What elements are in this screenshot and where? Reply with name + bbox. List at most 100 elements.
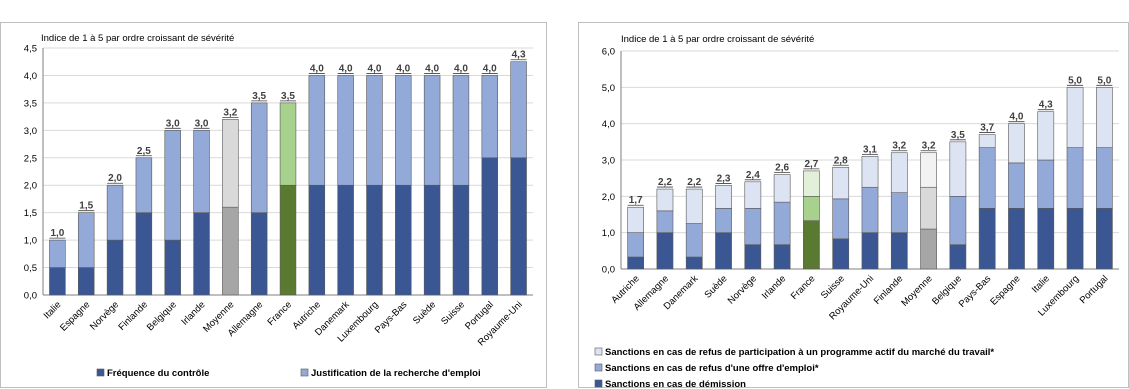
bar-segment [1037,159,1055,209]
bar-segment [773,174,791,203]
bar-segment [423,75,441,186]
y-tick-label: 6,0 [602,47,615,58]
chart-panel-right: Indice de 1 à 5 par ordre croissant de s… [578,22,1129,389]
y-tick-label: 4,0 [602,119,615,130]
bar-segment [773,201,791,245]
y-tick-label: 1,0 [602,228,615,239]
data-label: 2,2 [658,177,672,188]
data-label: 4,3 [512,50,526,61]
y-tick-label: 0,0 [24,291,37,302]
bar-segment [744,181,762,209]
bar-segment [627,206,645,233]
bar-segment [685,188,703,224]
bar-segment [949,196,967,245]
bar-segment [890,232,908,270]
bar-segment [949,244,967,270]
bar-segment [1095,208,1113,270]
legend-label: Sanctions en cas de refus de participati… [605,347,994,358]
chart-subtitle: Indice de 1 à 5 par ordre croissant de s… [621,34,814,45]
legend-label: Sanctions en cas de démission [605,379,746,389]
y-tick-label: 4,0 [24,71,37,82]
bar-segment [395,184,412,296]
y-tick-label: 2,0 [24,181,37,192]
chart-panel-left: Indice de 1 à 5 par ordre croissant de s… [0,22,547,388]
bar-segment [803,170,820,197]
y-tick-label: 2,5 [24,153,37,164]
bar-segment [627,232,645,258]
bar-segment [135,157,153,213]
legend-label: Sanctions en cas de refus d'une offre d'… [605,363,819,374]
data-label: 2,5 [137,146,151,157]
bar-segment [744,244,762,270]
bar-segment [78,267,95,296]
x-tick-label: Pays-Bas [957,273,994,310]
x-tick-label: Portugal [1078,273,1111,306]
x-tick-label: Finlande [116,299,150,333]
bar-segment [656,210,674,233]
bar-segment [308,75,326,186]
data-label: 4,0 [483,63,497,74]
bar-segment [1066,147,1084,209]
data-label: 1,5 [79,201,93,212]
data-label: 4,0 [368,63,382,74]
data-label: 2,2 [687,177,701,188]
data-label: 3,5 [951,130,965,141]
bar-segment [452,75,470,186]
data-label: 4,0 [1010,112,1024,123]
data-label: 2,3 [717,173,731,184]
x-tick-label: Norvège [88,299,121,332]
y-tick-label: 0,0 [602,265,615,276]
y-tick-label: 3,0 [24,126,37,137]
bar-segment [773,244,791,270]
bar-segment [715,208,732,233]
data-label: 4,0 [310,63,324,74]
bar-segment [978,147,996,209]
legend-swatch [300,368,309,377]
y-tick-label: 3,5 [24,98,37,109]
legend-swatch [594,363,603,372]
bar-segment [920,186,937,230]
y-tick-label: 5,0 [602,83,615,94]
x-tick-label: Suède [702,273,729,300]
y-tick-label: 2,0 [602,192,615,203]
data-label: 3,7 [980,123,994,134]
bar-segment [685,256,703,270]
data-label: 1,7 [629,195,643,206]
bar-segment [803,220,820,270]
y-tick-label: 4,5 [24,44,37,55]
y-tick-label: 0,5 [24,263,37,274]
legend-swatch [96,368,105,377]
bar-segment [222,206,239,296]
x-tick-label: France [789,273,818,302]
y-tick-label: 3,0 [602,156,615,167]
bar-segment [481,75,498,159]
bar-segment [861,186,879,233]
bar-segment [78,212,95,268]
bar-segment [193,130,210,213]
bar-segment [49,239,66,268]
bar-segment [49,267,66,296]
data-label: 3,0 [166,118,180,129]
data-label: 2,7 [804,159,818,170]
bar-segment [481,157,498,296]
bar-segment [106,184,124,241]
data-label: 2,6 [775,163,789,174]
data-label: 4,0 [339,63,353,74]
y-tick-label: 1,0 [24,236,37,247]
data-label: 3,0 [195,118,209,129]
bar-segment [1008,123,1025,164]
data-label: 3,2 [922,141,936,152]
x-tick-label: Moyenne [899,273,934,308]
bar-segment [1066,208,1084,270]
bar-segment [920,152,937,188]
bar-segment [978,134,996,148]
bar-segment [452,184,470,296]
bar-segment [832,198,850,240]
bar-segment [1008,162,1025,209]
bar-segment [861,156,879,188]
chart-left-svg: Indice de 1 à 5 par ordre croissant de s… [24,33,533,379]
data-label: 1,0 [50,228,64,239]
chart-subtitle: Indice de 1 à 5 par ordre croissant de s… [41,33,234,44]
bar-segment [1095,147,1113,209]
x-tick-label: Italie [42,299,64,321]
